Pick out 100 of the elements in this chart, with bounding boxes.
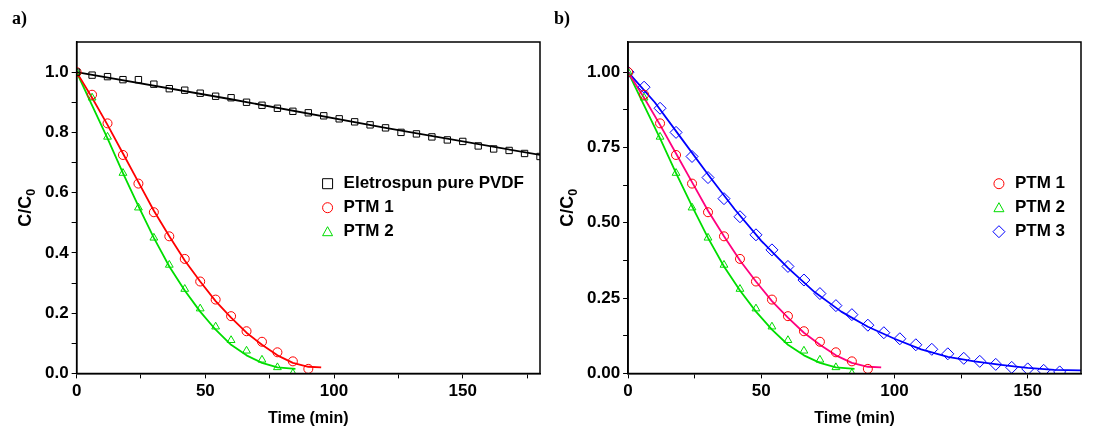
point <box>210 294 221 305</box>
point <box>973 354 987 368</box>
point <box>273 104 282 112</box>
point <box>164 259 174 268</box>
point <box>653 101 667 115</box>
point <box>474 142 482 150</box>
point <box>397 128 405 137</box>
point <box>103 72 112 81</box>
x-axis-title: Time (min) <box>268 408 349 426</box>
point <box>751 303 761 312</box>
point <box>88 71 96 79</box>
point <box>703 232 713 241</box>
legend-label: PTM 2 <box>343 221 394 241</box>
point <box>765 243 779 257</box>
legend-label: PTM 2 <box>1014 197 1065 217</box>
point <box>102 118 113 129</box>
point <box>195 303 205 312</box>
y-tick-label: 0.6 <box>44 182 69 202</box>
point <box>719 231 729 242</box>
point <box>750 276 761 287</box>
point <box>289 107 297 115</box>
point <box>845 308 859 322</box>
point <box>119 75 127 84</box>
point <box>781 259 795 273</box>
point <box>181 86 189 94</box>
point <box>242 98 251 106</box>
point <box>179 253 190 264</box>
point <box>134 75 143 84</box>
legend-label: PTM 1 <box>343 197 394 217</box>
point <box>783 335 793 344</box>
point <box>798 326 809 337</box>
point <box>164 231 175 242</box>
point <box>180 284 190 292</box>
point <box>520 149 529 158</box>
x-axis-title: Time (min) <box>814 408 895 426</box>
point <box>505 146 513 155</box>
point <box>767 321 777 330</box>
point <box>443 136 452 144</box>
point <box>196 89 204 97</box>
point <box>258 101 266 109</box>
y-axis-title: C/C0 <box>14 188 38 227</box>
point <box>226 335 236 344</box>
x-tick-label: 0 <box>623 381 633 401</box>
point <box>861 318 875 332</box>
point <box>655 131 665 140</box>
y-tick-label: 0.75 <box>586 137 621 157</box>
point <box>272 347 283 358</box>
point <box>637 80 651 94</box>
x-tick-label: 0 <box>71 381 82 401</box>
point <box>211 321 221 330</box>
point <box>830 347 841 358</box>
point <box>165 85 173 93</box>
point <box>149 232 159 241</box>
point <box>893 332 907 346</box>
point <box>925 342 939 356</box>
y-tick-label: 0.2 <box>44 302 69 322</box>
point <box>304 109 312 117</box>
point <box>227 94 235 102</box>
point <box>749 228 763 242</box>
point <box>814 336 825 347</box>
point <box>256 336 267 347</box>
x-tick-label: 100 <box>319 381 349 401</box>
point <box>117 149 128 160</box>
point <box>134 202 143 211</box>
point <box>671 149 682 160</box>
point <box>719 259 729 268</box>
point <box>320 112 328 120</box>
y-axis-title: C/C0 <box>556 188 580 227</box>
y-tick-label: 0.0 <box>44 363 69 383</box>
point <box>1037 363 1051 374</box>
point <box>877 326 891 340</box>
point <box>669 125 683 139</box>
point <box>799 345 809 354</box>
legend-label: PTM 3 <box>1014 221 1065 241</box>
chart-title: a) <box>12 7 27 29</box>
legend-label: Eletrospun pure PVDF <box>343 173 525 193</box>
point <box>459 137 467 146</box>
point <box>148 207 159 218</box>
point <box>813 287 827 301</box>
point <box>118 168 128 176</box>
point <box>703 207 714 218</box>
point <box>829 299 843 313</box>
y-tick-label: 0.00 <box>586 363 621 383</box>
legend-label: PTM 1 <box>1014 173 1065 193</box>
x-tick-label: 150 <box>448 381 477 401</box>
point <box>831 362 841 371</box>
point <box>381 124 390 132</box>
point <box>195 276 206 287</box>
point <box>241 326 252 337</box>
point <box>366 121 374 129</box>
point <box>350 118 359 126</box>
x-tick-label: 50 <box>195 381 215 401</box>
point <box>428 133 436 141</box>
point <box>273 362 282 371</box>
x-tick-label: 50 <box>751 381 771 401</box>
point <box>815 354 825 363</box>
point <box>797 273 811 287</box>
point <box>733 210 747 224</box>
x-tick-label: 150 <box>1013 381 1042 401</box>
point <box>862 363 873 374</box>
